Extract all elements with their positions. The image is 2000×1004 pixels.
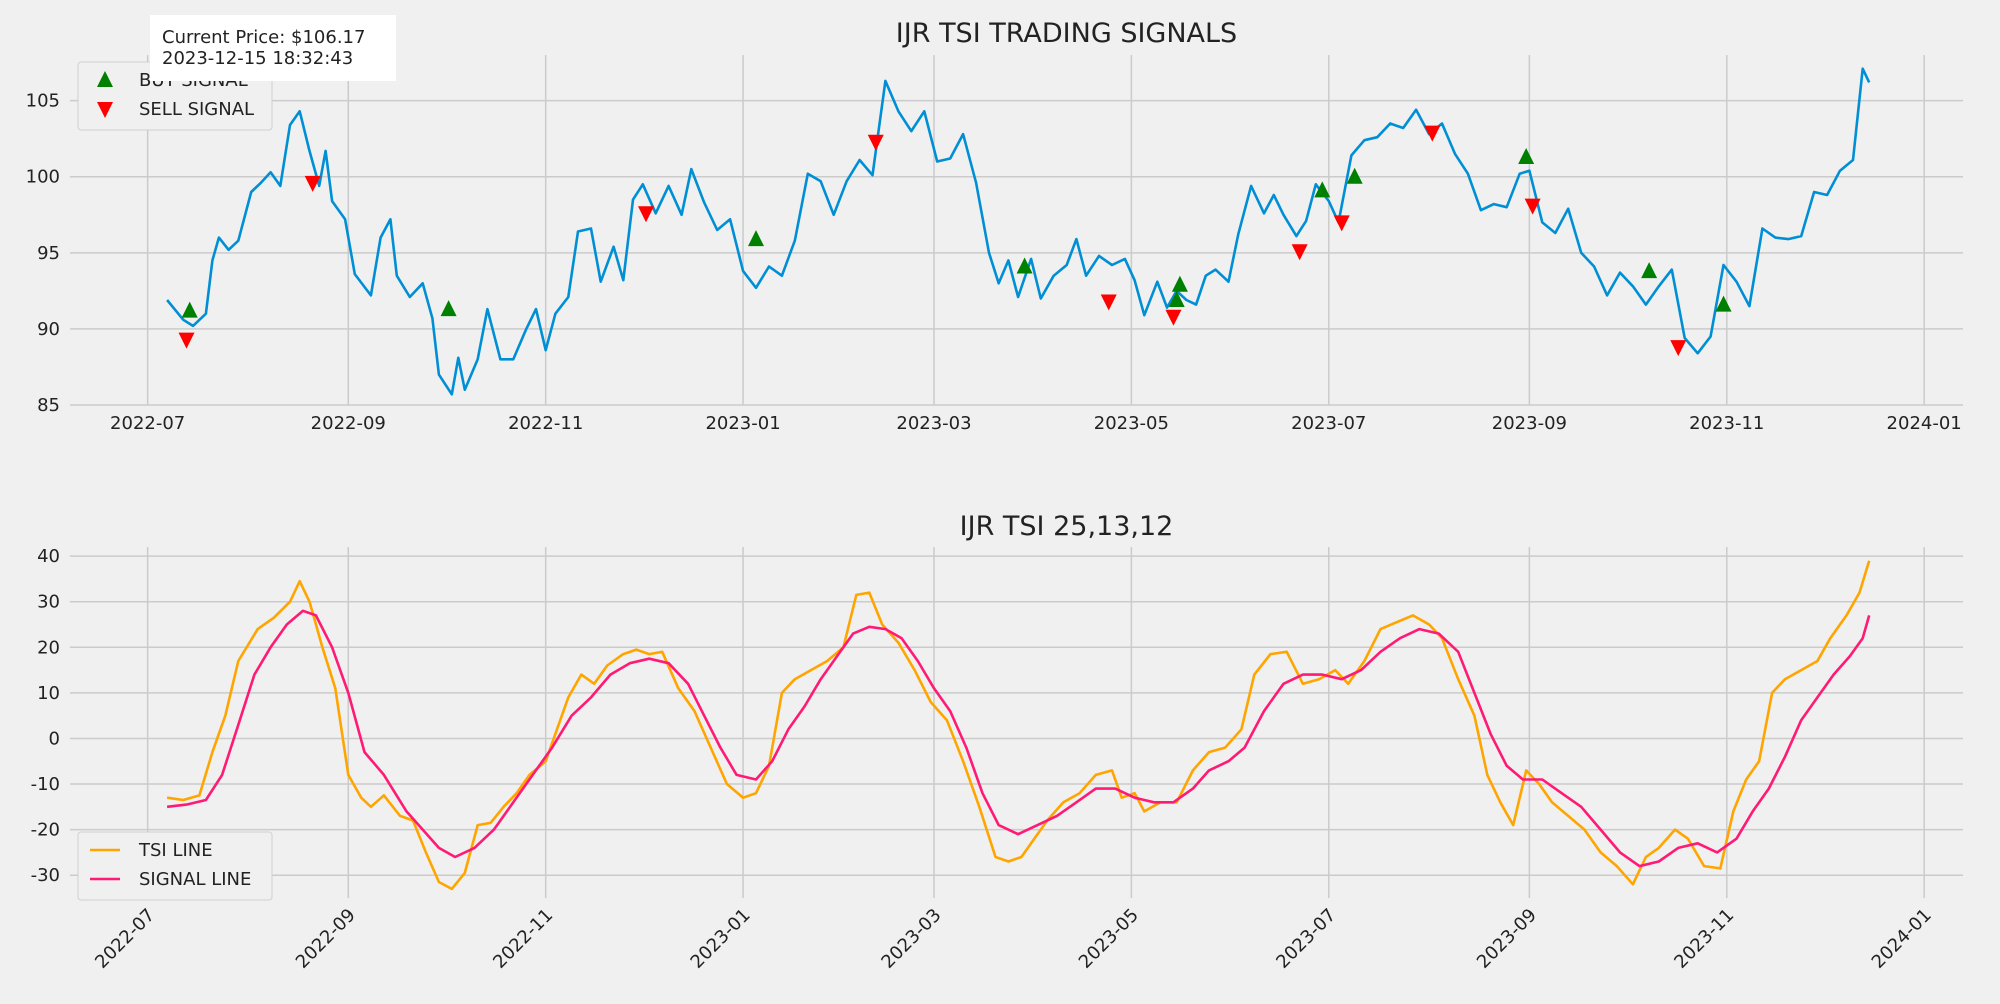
sell-signal-marker: [1165, 309, 1182, 326]
buy-signal-marker: [440, 300, 457, 317]
current-time-text: 2023-12-15 18:32:43: [162, 48, 353, 69]
x-tick-label: 2023-07: [1272, 905, 1340, 973]
buy-signal-marker: [1171, 275, 1188, 292]
sell-signal-marker: [637, 206, 654, 223]
sell-signal-marker: [1670, 340, 1687, 357]
current-price-box: Current Price: $106.17 2023-12-15 18:32:…: [150, 15, 396, 81]
y-tick-label: 105: [26, 91, 60, 112]
x-tick-label: 2024-01: [1868, 905, 1936, 973]
y-tick-label: -30: [31, 865, 60, 886]
x-tick-label: 2022-09: [311, 413, 386, 434]
sell-signal-marker: [178, 332, 195, 349]
x-tick-label: 2023-07: [1291, 413, 1366, 434]
y-tick-label: 0: [49, 728, 60, 749]
x-tick-label: 2023-01: [687, 905, 755, 973]
x-tick-label: 2023-03: [896, 413, 971, 434]
x-tick-label: 2023-03: [877, 905, 945, 973]
x-tick-label: 2022-09: [292, 905, 360, 973]
sell-signal-marker: [304, 175, 321, 192]
x-tick-label: 2023-09: [1492, 413, 1567, 434]
legend-sell-marker: [97, 102, 113, 118]
y-tick-label: 95: [37, 243, 60, 264]
x-tick-label: 2023-05: [1075, 905, 1143, 973]
signal-line: [166, 609, 1871, 868]
current-price-text: Current Price: $106.17: [162, 27, 365, 48]
sell-signal-marker: [1524, 198, 1541, 215]
current-price-box-bg: [150, 15, 396, 81]
x-tick-label: 2023-01: [705, 413, 780, 434]
buy-signal-marker: [1314, 181, 1331, 198]
buy-signal-marker: [748, 230, 765, 247]
chart-title: IJR TSI 25,13,12: [960, 511, 1174, 542]
buy-signal-marker: [1016, 257, 1033, 274]
buy-signal-marker: [181, 301, 198, 318]
y-tick-label: -10: [31, 774, 60, 795]
chart-title: IJR TSI TRADING SIGNALS: [896, 18, 1237, 49]
x-tick-label: 2022-11: [489, 905, 557, 973]
tsi-panel: 2022-07 2022-09 2022-11 2023-01 2023-03 2023-…: [31, 511, 1963, 973]
tsi-line: [166, 560, 1871, 891]
y-tick-label: -20: [31, 820, 60, 841]
legend-label: SELL SIGNAL: [139, 99, 254, 120]
y-tick-label: 85: [37, 395, 60, 416]
x-tick-label: 2023-05: [1094, 413, 1169, 434]
buy-signal-marker: [1715, 295, 1732, 312]
sell-signal-marker: [867, 134, 884, 151]
legend-buy-marker: [97, 71, 113, 87]
x-tick-label: 2022-07: [91, 905, 159, 973]
x-tick-label: 2023-09: [1473, 905, 1541, 973]
y-tick-label: 100: [26, 167, 60, 188]
y-tick-label: 40: [37, 546, 60, 567]
sell-signal-marker: [1424, 125, 1441, 142]
sell-signal-marker: [1333, 215, 1350, 232]
y-tick-label: 30: [37, 592, 60, 613]
x-tick-label: 2022-07: [110, 413, 185, 434]
y-tick-label: 20: [37, 637, 60, 658]
sell-signal-marker: [1100, 294, 1117, 311]
sell-signal-marker: [1291, 244, 1308, 261]
x-tick-label: 2024-01: [1887, 413, 1962, 434]
buy-signal-marker: [1346, 167, 1363, 184]
buy-signal-marker: [1518, 147, 1535, 164]
buy-signal-marker: [1168, 291, 1185, 307]
y-tick-label: 10: [37, 683, 60, 704]
x-tick-label: 2023-11: [1670, 905, 1738, 973]
y-tick-label: 90: [37, 319, 60, 340]
legend-box: [77, 831, 273, 901]
legend-label: SIGNAL LINE: [139, 869, 251, 890]
legend: TSI LINE SIGNAL LINE: [77, 831, 273, 901]
x-tick-label: 2022-11: [508, 413, 583, 434]
buy-signal-marker: [1641, 262, 1658, 279]
x-tick-label: 2023-11: [1689, 413, 1764, 434]
legend-label: TSI LINE: [138, 840, 213, 861]
price-line: [166, 67, 1871, 396]
